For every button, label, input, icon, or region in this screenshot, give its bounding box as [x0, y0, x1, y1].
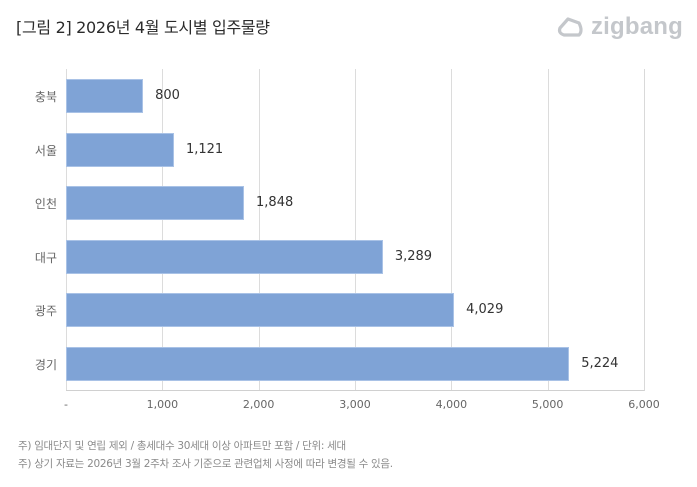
bar-value-label: 1,848 [256, 195, 294, 211]
bar [66, 132, 174, 167]
category-label: 광주 [34, 304, 57, 319]
zigbang-logo: zigbang [555, 14, 683, 40]
category-label: 경기 [34, 358, 57, 372]
gridline [162, 69, 163, 390]
x-tick-label: - [64, 398, 68, 411]
bar-row: 1,121 [66, 132, 644, 167]
bar-row: 1,848 [66, 186, 644, 221]
footnote-2: 주) 상기 자료는 2026년 3월 2주차 조사 기준으로 관련업체 사정에 … [18, 458, 393, 470]
gridline [355, 69, 356, 390]
plot-area: 800 1,121 1,848 3,289 4,029 5,224 [66, 69, 645, 391]
gridline [259, 69, 260, 390]
bar-value-label: 1,121 [185, 141, 224, 157]
category-label: 서울 [34, 143, 57, 158]
x-tick-label: 3,000 [339, 398, 371, 411]
zigbang-house-icon [557, 17, 583, 37]
bar [66, 79, 144, 113]
x-tick-label: 4,000 [435, 398, 468, 411]
bar [66, 186, 245, 221]
bar-value-label: 800 [155, 88, 180, 103]
x-tick-label: 1,000 [146, 398, 179, 411]
bar [66, 293, 455, 328]
x-tick-label: 2,000 [242, 398, 275, 411]
bar-value-label: 5,224 [581, 356, 619, 371]
bar-value-label: 3,289 [394, 248, 433, 264]
bar-row: 4,029 [66, 293, 644, 328]
footnote-1: 주) 임대단지 및 연립 제외 / 총세대수 30세대 이상 아파트만 포함 /… [18, 440, 346, 452]
bar [66, 347, 570, 381]
y-axis-line [66, 69, 67, 390]
bar-value-label: 4,029 [466, 302, 504, 318]
category-label: 충북 [34, 90, 57, 104]
category-label: 대구 [34, 250, 57, 265]
bar [66, 239, 383, 274]
bar-row: 800 [66, 79, 644, 113]
chart-title: [그림 2] 2026년 4월 도시별 입주물량 [16, 18, 270, 37]
footnotes: 주) 임대단지 및 연립 제외 / 총세대수 30세대 이상 아파트만 포함 /… [18, 437, 393, 473]
bar-row: 5,224 [66, 347, 644, 381]
x-tick-label: 5,000 [531, 398, 564, 411]
logo-text: zigbang [590, 13, 683, 40]
gridline [451, 69, 452, 390]
category-label: 인천 [34, 197, 57, 212]
bar-row: 3,289 [66, 239, 644, 274]
gridline [548, 69, 549, 390]
x-tick-label: 6,000 [628, 398, 660, 411]
